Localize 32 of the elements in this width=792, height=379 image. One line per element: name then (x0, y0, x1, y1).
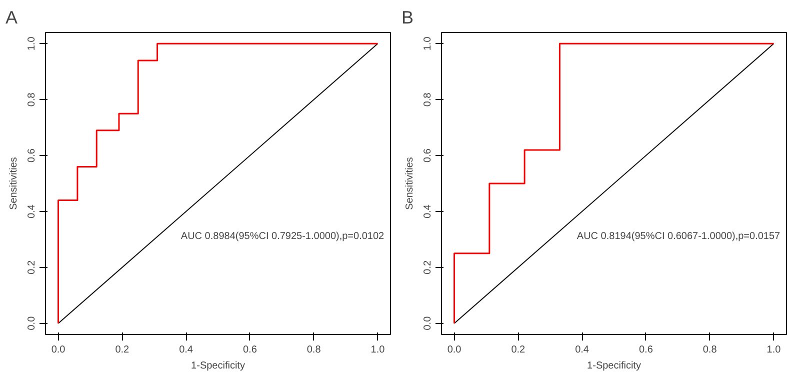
x-axis-title: 1-Specificity (587, 360, 641, 372)
x-tick-label: 0.6 (242, 344, 258, 356)
x-tick-label: 0.0 (51, 344, 66, 356)
x-tick-label: 0.8 (702, 344, 718, 356)
x-tick-label: 1.0 (370, 344, 386, 356)
y-axis-title: Sensitivities (8, 157, 20, 210)
x-tick-label: 0.8 (306, 344, 322, 356)
x-tick-label: 0.6 (638, 344, 654, 356)
y-tick-label: 0.8 (26, 92, 38, 107)
x-tick-label: 0.0 (447, 344, 462, 356)
x-axis-title: 1-Specificity (191, 360, 245, 372)
annotation: AUC 0.8984(95%CI 0.7925-1.0000),p=0.0102 (180, 231, 385, 242)
x-tick-label: 0.2 (511, 344, 526, 356)
x-tick-label: 1.0 (766, 344, 782, 356)
y-tick-label: 0.0 (26, 316, 38, 330)
y-tick-label: 0.0 (422, 316, 434, 330)
x-tick-label: 0.2 (115, 344, 130, 356)
chart-title: A (6, 8, 18, 28)
y-axis-title: Sensitivities (404, 157, 416, 210)
y-tick-label: 0.8 (422, 92, 434, 107)
y-tick-label: 0.4 (26, 204, 38, 218)
annotation: AUC 0.8194(95%CI 0.6067-1.0000),p=0.0157 (576, 231, 781, 242)
y-tick-label: 0.6 (26, 148, 38, 162)
y-tick-label: 1.0 (422, 36, 434, 51)
y-tick-label: 1.0 (26, 36, 38, 51)
y-tick-label: 0.2 (422, 260, 434, 274)
chart-title: B (402, 8, 414, 28)
y-tick-label: 0.6 (422, 148, 434, 162)
y-tick-label: 0.2 (26, 260, 38, 274)
x-tick-label: 0.4 (575, 344, 590, 356)
y-tick-label: 0.4 (422, 204, 434, 218)
x-tick-label: 0.4 (179, 344, 194, 356)
